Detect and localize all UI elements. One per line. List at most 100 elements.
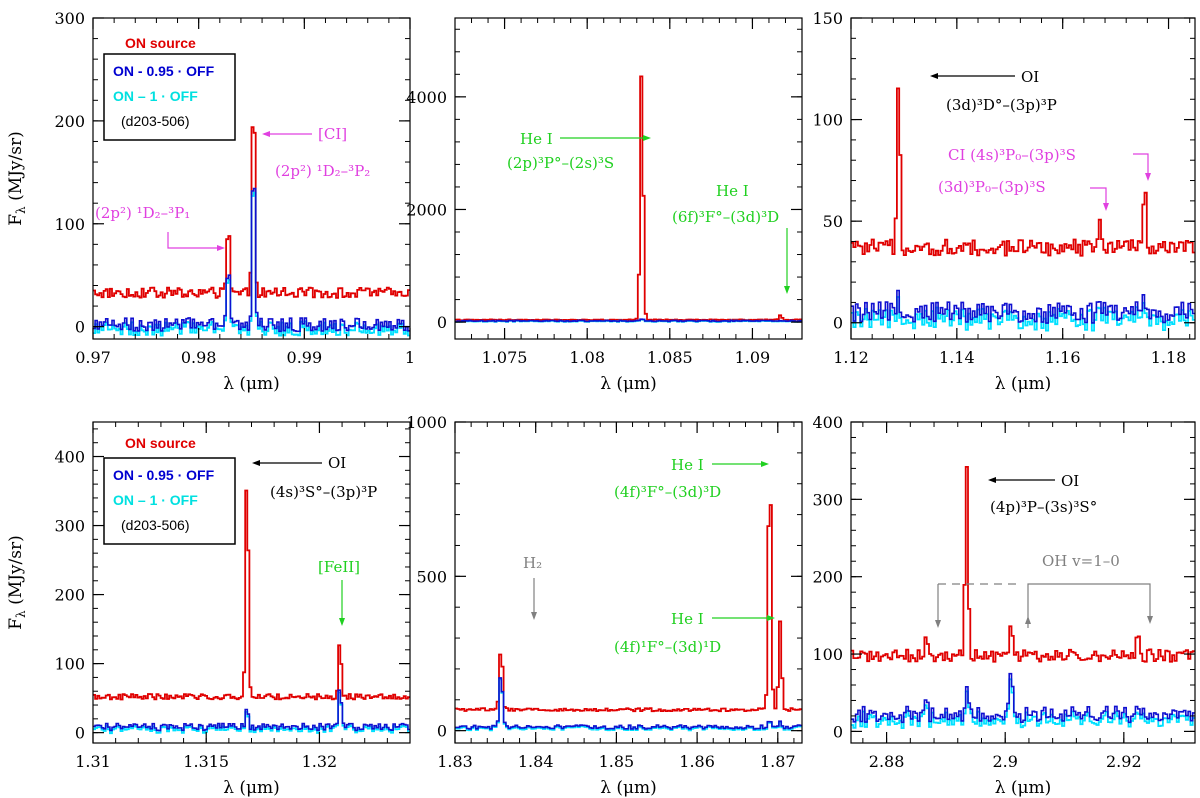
p4-legend-tag: (d203-506): [121, 517, 190, 533]
p3-series-on-minus-095-off: [851, 289, 1195, 324]
p1-label-ci2: (2p²) ¹D₂–³P₁: [95, 204, 190, 222]
p5-xtick-label: 1.84: [518, 752, 554, 771]
p6-ytick-label: 200: [812, 568, 843, 587]
p6-series-on-minus-1-off: [851, 678, 1195, 729]
p2-ytick-label: 2000: [406, 200, 447, 219]
p1-frame: [92, 17, 411, 340]
p1-label-ci: [CI]: [318, 125, 347, 143]
p2-frame: [454, 17, 803, 340]
p5-series-on-minus-095-off: [455, 677, 802, 730]
p4-xtick-label: 1.31: [75, 752, 111, 771]
p3-xtick-label: 1.18: [1151, 348, 1187, 367]
p5-label-hei-1: He I: [671, 456, 704, 474]
p3-ytick-label: 100: [812, 111, 843, 130]
p4-label-feii: [FeII]: [318, 558, 360, 576]
p6-xlabel: λ (μm): [995, 778, 1052, 798]
p5-xtick-label: 1.83: [437, 752, 473, 771]
p5-label-h2: H₂: [523, 554, 542, 572]
p6-frame: [850, 421, 1196, 744]
p1-xtick-label: 0.99: [287, 348, 323, 367]
p4-panel: 1.31 1.315 1.32 0 100 200 300 400 λ (μm) Fλ (MJy/…: [6, 421, 411, 798]
p6-label-oh: OH v=1–0: [1042, 552, 1120, 570]
p3-label-ci: CI (4s)³P₀–(3p)³S: [948, 146, 1076, 164]
p2-panel: 1.075 1.08 1.085 1.09 0 2000 4000 λ (μm): [406, 17, 803, 394]
p4-xtick-label: 1.315: [183, 752, 229, 771]
p6-label-oi: OI: [1061, 472, 1079, 490]
p2-xtick-label: 1.08: [569, 348, 605, 367]
p4-annot: OI (4s)³S°–(3p)³P [FeII]: [252, 454, 377, 626]
p3-ytick-label: 0: [833, 314, 843, 333]
p4-xtick-label: 1.32: [302, 752, 338, 771]
p6-xtick-label: 2.92: [1106, 752, 1142, 771]
p2-series-on-source: [455, 75, 802, 322]
p3-label-oi: OI: [1021, 68, 1039, 86]
p6-annot: OI (4p)³P–(3s)³S° OH v=1–0: [935, 472, 1153, 628]
p3-xlabel: λ (μm): [995, 374, 1052, 394]
p1-legend-box: [103, 53, 236, 141]
p1-xtick-label: 0.98: [181, 348, 217, 367]
p3-ytick-label: 50: [823, 212, 843, 231]
p2-label-hei-1: He I: [520, 130, 553, 148]
p5-xtick-label: 1.85: [599, 752, 635, 771]
p1-ytick-label: 100: [54, 215, 85, 234]
p6-panel: 2.88 2.9 2.92 0 100 200 300 400 λ (μm): [812, 413, 1196, 798]
p5-frame: [454, 421, 803, 744]
p2-label-hei-2: He I: [716, 182, 749, 200]
p5-xtick-label: 1.87: [760, 752, 796, 771]
p2-xtick-label: 1.075: [482, 348, 528, 367]
p6-label-oi-trans: (4p)³P–(3s)³S°: [990, 498, 1097, 516]
p2-ytick-label: 0: [437, 313, 447, 332]
p4-ytick-label: 400: [54, 448, 85, 467]
p6-ytick-label: 100: [812, 645, 843, 664]
p5-series-on-source: [455, 504, 802, 713]
p1-annot-ci: [CI] (2p²) ¹D₂–³P₂ (2p²) ¹D₂–³P₁: [95, 125, 370, 251]
p1-legend: ON source ON - 0.95 · OFF ON – 1 · OFF (…: [103, 35, 236, 141]
p3-label-oi-trans: (3d)³D°–(3p)³P: [946, 96, 1057, 114]
p4-ylabel: Fλ (MJy/sr): [6, 535, 28, 629]
p1-xtick-label: 1: [405, 348, 415, 367]
p1-xtick-label: 0.97: [75, 348, 111, 367]
p5-label-hei-1-trans: (4f)³F°–(3d)³D: [614, 483, 721, 501]
p4-ytick-label: 300: [54, 517, 85, 536]
p2-annot: He I (2p)³P°–(2s)³S He I (6f)³F°–(3d)³D: [507, 130, 790, 294]
p5-label-hei-2: He I: [671, 610, 704, 628]
p3-ytick-label: 150: [812, 9, 843, 28]
p6-xtick-label: 2.9: [992, 752, 1017, 771]
p4-legend-on95: ON - 0.95 · OFF: [113, 467, 215, 483]
p6-series-on-source: [851, 466, 1195, 663]
p3-xtick-label: 1.12: [833, 348, 869, 367]
p1-series-on-minus-095-off: [93, 187, 410, 333]
p5-xlabel: λ (μm): [600, 778, 657, 798]
p3-xtick-label: 1.16: [1045, 348, 1081, 367]
p2-xlabel: λ (μm): [600, 374, 657, 394]
p5-ytick-label: 1000: [406, 413, 447, 432]
p1-legend-on95: ON - 0.95 · OFF: [113, 63, 215, 79]
p4-legend-title: ON source: [125, 435, 196, 451]
p3-panel: 1.12 1.14 1.16 1.18 0 50 100 150 λ (μm): [812, 9, 1196, 394]
p4-xlabel: λ (μm): [223, 778, 280, 798]
p2-ytick-label: 4000: [406, 88, 447, 107]
p1-legend-on1: ON – 1 · OFF: [113, 88, 198, 104]
p4-series-on-source: [93, 489, 410, 701]
p4-ytick-label: 0: [75, 724, 85, 743]
p3-series-on-source: [851, 87, 1195, 257]
p1-ytick-label: 300: [54, 9, 85, 28]
p1-legend-tag: (d203-506): [121, 113, 190, 129]
p1-legend-title: ON source: [125, 35, 196, 51]
p4-label-oi-trans: (4s)³S°–(3p)³P: [270, 483, 377, 501]
p5-annot: H₂ He I (4f)³F°–(3d)³D He I (4f)¹F°–(3d)…: [523, 456, 775, 656]
p5-ytick-label: 0: [437, 722, 447, 741]
p4-legend: ON source ON - 0.95 · OFF ON – 1 · OFF (…: [103, 435, 236, 545]
p3-label-ci-2: (3d)³P₀–(3p)³S: [938, 178, 1046, 196]
p3-annot: OI (3d)³D°–(3p)³P CI (4s)³P₀–(3p)³S (3d)…: [930, 68, 1151, 211]
p3-xtick-label: 1.14: [939, 348, 975, 367]
p2-xtick-label: 1.085: [647, 348, 693, 367]
p2-series-on-minus-095-off: [455, 318, 802, 323]
annotations-layer: ON source ON - 0.95 · OFF ON – 1 · OFF (…: [95, 35, 1153, 656]
p2-xtick-label: 1.09: [735, 348, 771, 367]
p2-label-hei-1-trans: (2p)³P°–(2s)³S: [507, 154, 614, 172]
p5-xtick-label: 1.86: [679, 752, 715, 771]
p3-frame: [850, 17, 1196, 340]
p4-legend-box: [103, 457, 236, 545]
p5-panel: 1.83 1.84 1.85 1.86 1.87 0 500 1000 λ (μm): [406, 413, 803, 798]
